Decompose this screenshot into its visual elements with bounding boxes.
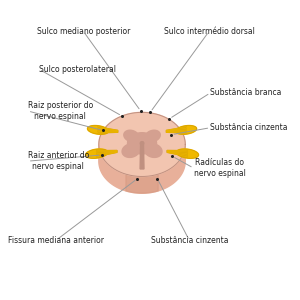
Text: Sulco posterolateral: Sulco posterolateral (39, 64, 116, 74)
Polygon shape (128, 133, 157, 154)
Polygon shape (145, 130, 160, 142)
Polygon shape (88, 125, 109, 134)
Text: Fissura mediana anterior: Fissura mediana anterior (8, 236, 103, 245)
Text: Sulco intermédio dorsal: Sulco intermédio dorsal (164, 27, 254, 36)
Polygon shape (99, 144, 185, 193)
Polygon shape (99, 112, 185, 176)
Text: Sulco mediano posterior: Sulco mediano posterior (37, 27, 130, 36)
Text: Substância branca: Substância branca (210, 88, 282, 97)
Text: Raiz posterior do
nervo espinal: Raiz posterior do nervo espinal (28, 101, 93, 121)
Text: Raiz anterior do
nervo espinal: Raiz anterior do nervo espinal (28, 152, 89, 171)
Polygon shape (85, 149, 108, 158)
Polygon shape (176, 149, 199, 158)
Circle shape (140, 142, 144, 145)
Polygon shape (140, 142, 144, 169)
Text: Substância cinzenta: Substância cinzenta (210, 123, 288, 132)
Polygon shape (176, 125, 197, 134)
Text: Substância cinzenta: Substância cinzenta (151, 236, 228, 245)
Polygon shape (126, 174, 158, 193)
Polygon shape (122, 144, 140, 158)
Text: Radículas do
nervo espinal: Radículas do nervo espinal (194, 158, 245, 178)
Polygon shape (124, 130, 139, 142)
Polygon shape (144, 144, 162, 158)
